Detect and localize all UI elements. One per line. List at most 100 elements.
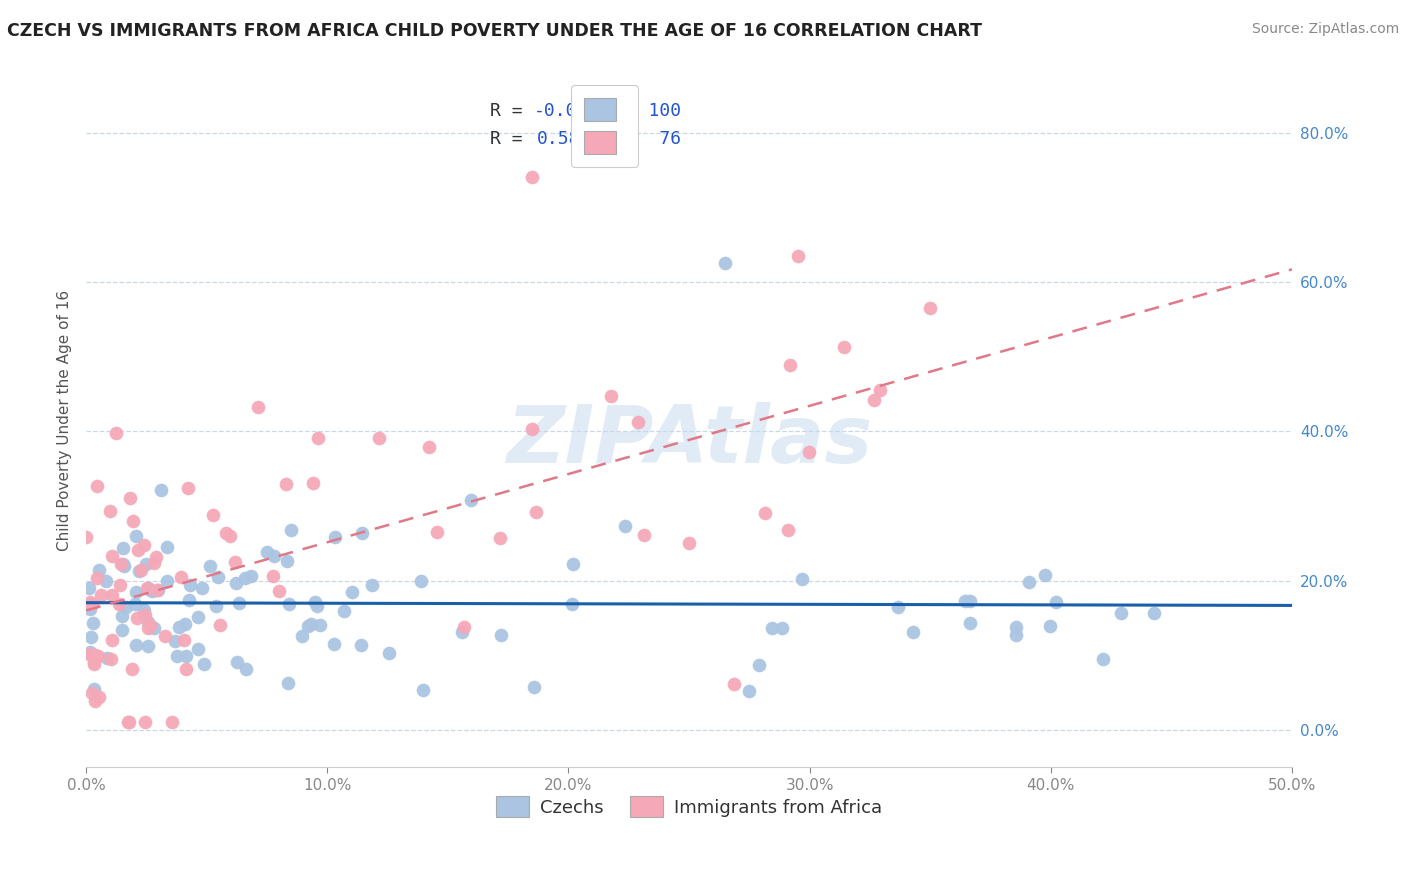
Point	[190, 581, 212, 595]
Point	[118, 715, 141, 730]
Point	[187, 641, 209, 656]
Point	[411, 574, 433, 589]
Point	[127, 542, 149, 557]
Text: N =  76: N = 76	[605, 130, 681, 148]
Point	[218, 529, 240, 543]
Point	[599, 389, 621, 403]
Point	[738, 684, 761, 698]
Point	[101, 633, 124, 648]
Point	[111, 609, 134, 624]
Point	[228, 597, 250, 611]
Point	[714, 256, 737, 270]
Point	[790, 572, 813, 586]
Point	[959, 615, 981, 630]
Point	[274, 476, 297, 491]
Point	[177, 482, 200, 496]
Text: N = 100: N = 100	[605, 103, 681, 120]
Point	[488, 531, 510, 545]
Point	[869, 384, 891, 398]
Point	[426, 524, 449, 539]
Point	[523, 681, 546, 695]
Point	[305, 599, 328, 614]
Point	[205, 599, 228, 614]
Point	[134, 538, 156, 552]
Point	[117, 715, 139, 730]
Point	[207, 570, 229, 584]
Point	[246, 400, 269, 414]
Text: R =: R =	[491, 103, 533, 120]
Point	[86, 479, 108, 493]
Point	[1091, 652, 1114, 666]
Point	[412, 683, 434, 698]
Point	[224, 556, 246, 570]
Point	[225, 575, 247, 590]
Point	[143, 556, 166, 570]
Point	[125, 528, 148, 542]
Point	[136, 581, 159, 595]
Point	[125, 584, 148, 599]
Point	[87, 690, 110, 704]
Point	[451, 625, 474, 640]
Point	[1004, 627, 1026, 641]
Point	[142, 621, 165, 635]
Point	[138, 618, 160, 632]
Point	[862, 392, 884, 407]
Point	[149, 483, 172, 498]
Text: R =: R =	[491, 130, 533, 148]
Point	[134, 607, 156, 622]
Point	[1004, 620, 1026, 634]
Point	[723, 677, 745, 691]
Point	[786, 249, 808, 263]
Point	[489, 628, 512, 642]
Point	[524, 505, 547, 519]
Point	[121, 662, 143, 676]
Point	[280, 523, 302, 537]
Point	[118, 491, 141, 505]
Point	[323, 530, 346, 544]
Point	[166, 648, 188, 663]
Point	[627, 415, 650, 429]
Point	[124, 638, 146, 652]
Point	[1039, 619, 1062, 633]
Point	[169, 570, 191, 584]
Point	[112, 559, 135, 574]
Point	[122, 514, 145, 528]
Point	[79, 630, 101, 644]
Point	[111, 558, 134, 572]
Point	[214, 525, 236, 540]
Point	[959, 594, 981, 608]
Point	[80, 686, 103, 700]
Point	[125, 611, 148, 625]
Point	[277, 598, 299, 612]
Point	[361, 578, 384, 592]
Point	[291, 629, 314, 643]
Point	[77, 648, 100, 662]
Point	[832, 340, 855, 354]
Point	[418, 440, 440, 454]
Text: 0.581: 0.581	[537, 130, 592, 148]
Point	[797, 444, 820, 458]
Point	[522, 170, 544, 185]
Point	[83, 681, 105, 696]
Point	[79, 594, 101, 608]
Point	[79, 645, 101, 659]
Point	[263, 549, 285, 563]
Point	[613, 519, 636, 533]
Point	[87, 648, 110, 663]
Point	[561, 598, 583, 612]
Point	[111, 541, 134, 556]
Point	[134, 715, 156, 730]
Point	[146, 583, 169, 598]
Point	[323, 637, 346, 651]
Point	[108, 577, 131, 591]
Point	[340, 585, 363, 599]
Point	[160, 715, 183, 730]
Point	[165, 634, 187, 648]
Point	[141, 584, 163, 599]
Point	[235, 662, 257, 676]
Point	[179, 593, 201, 607]
Point	[134, 603, 156, 617]
Point	[761, 622, 783, 636]
Point	[269, 583, 291, 598]
Point	[136, 615, 159, 630]
